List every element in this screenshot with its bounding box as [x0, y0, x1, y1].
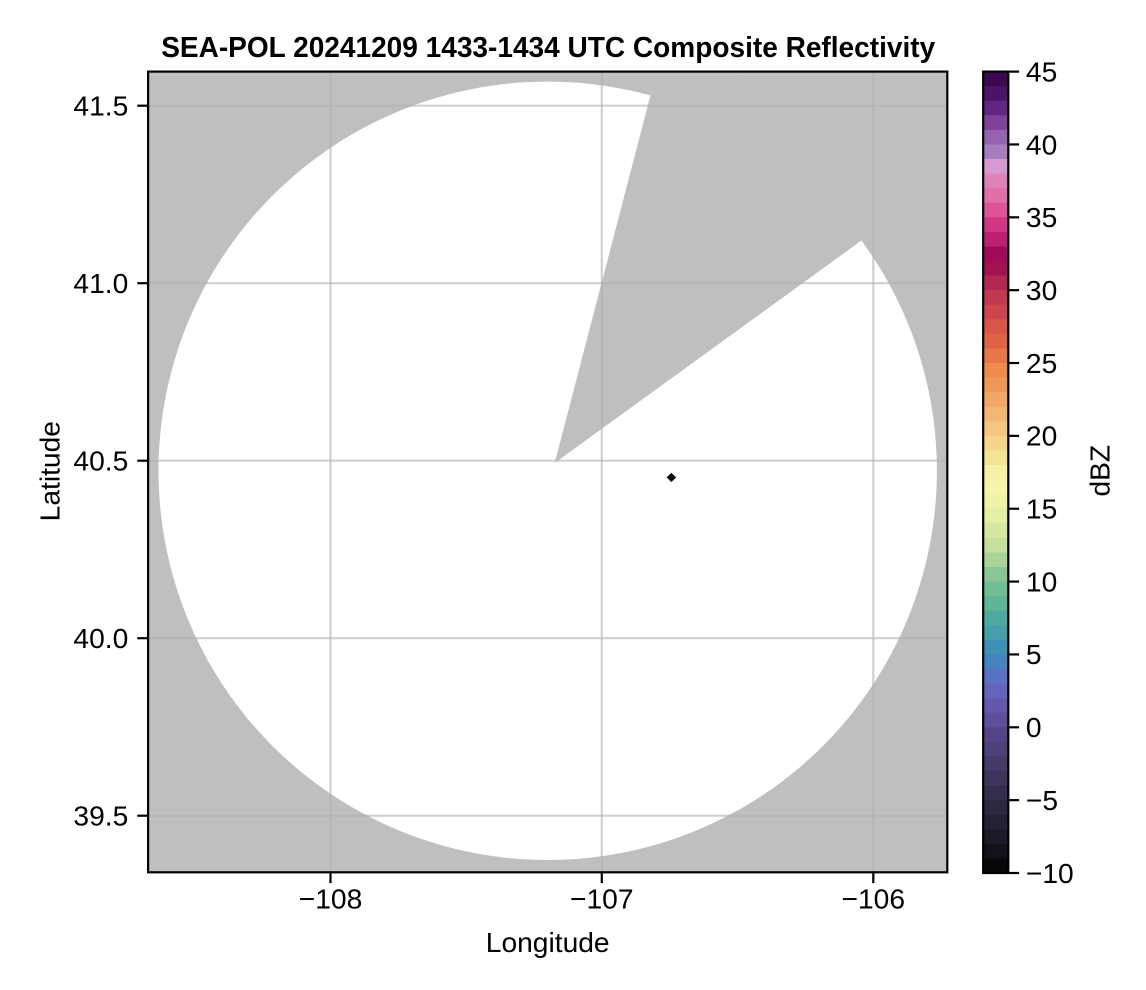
svg-text:45: 45 — [1026, 55, 1057, 87]
svg-text:0: 0 — [1026, 711, 1042, 743]
svg-text:dBZ: dBZ — [1084, 445, 1116, 497]
svg-text:10: 10 — [1026, 565, 1057, 597]
svg-text:−107: −107 — [570, 883, 634, 915]
svg-text:−108: −108 — [299, 883, 363, 915]
svg-text:41.5: 41.5 — [73, 90, 128, 122]
svg-text:−106: −106 — [842, 883, 906, 915]
svg-text:30: 30 — [1026, 274, 1057, 306]
svg-text:41.0: 41.0 — [73, 267, 128, 299]
svg-text:15: 15 — [1026, 493, 1057, 525]
svg-text:25: 25 — [1026, 347, 1057, 379]
svg-text:5: 5 — [1026, 638, 1042, 670]
svg-text:35: 35 — [1026, 201, 1057, 233]
svg-text:20: 20 — [1026, 420, 1057, 452]
svg-text:Latitude: Latitude — [34, 421, 66, 521]
svg-text:SEA-POL 20241209 1433-1434 UTC: SEA-POL 20241209 1433-1434 UTC Composite… — [161, 32, 935, 64]
svg-text:−5: −5 — [1026, 784, 1058, 816]
svg-text:40: 40 — [1026, 128, 1057, 160]
svg-text:Longitude: Longitude — [486, 926, 610, 958]
svg-text:39.5: 39.5 — [73, 800, 128, 832]
svg-text:−10: −10 — [1026, 857, 1074, 889]
svg-text:40.5: 40.5 — [73, 445, 128, 477]
svg-text:40.0: 40.0 — [73, 622, 128, 654]
